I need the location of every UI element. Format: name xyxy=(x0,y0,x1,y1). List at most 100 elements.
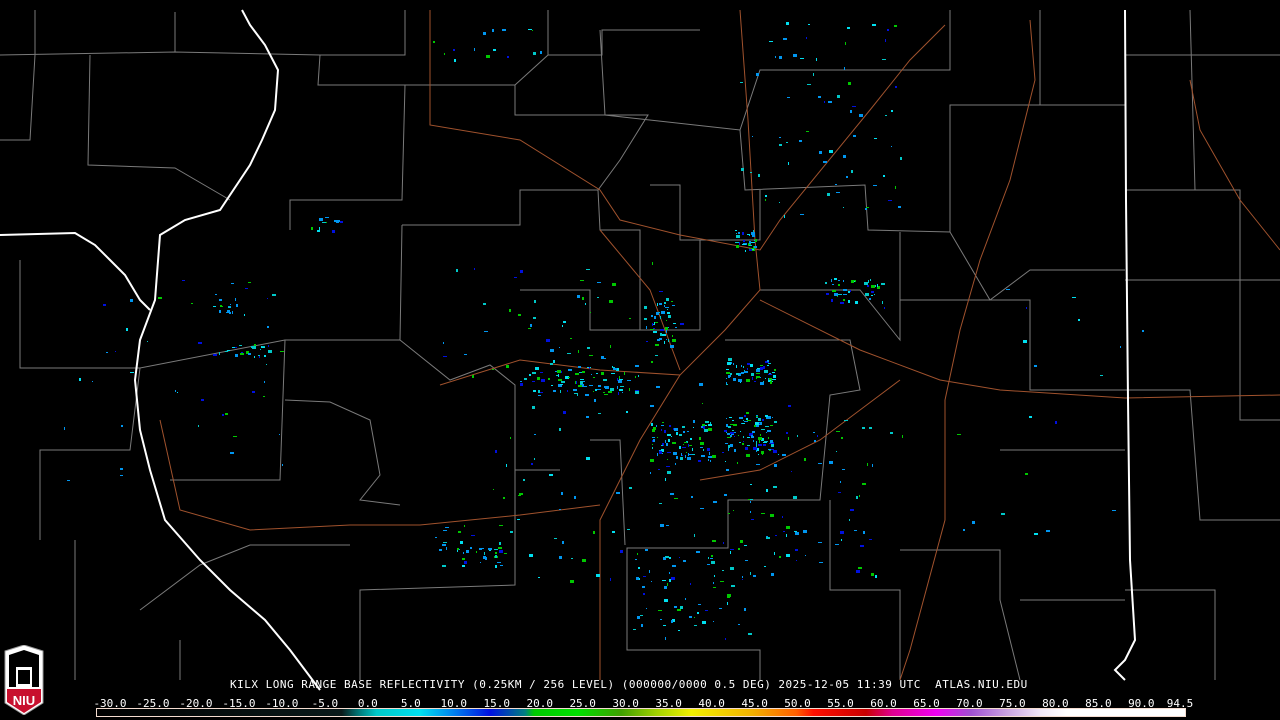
echo-pixel xyxy=(568,369,572,371)
echo-pixel xyxy=(267,326,269,328)
echo-pixel xyxy=(668,339,669,342)
echo-pixel xyxy=(885,115,887,116)
echo-pixel xyxy=(665,327,668,330)
echo-pixel xyxy=(494,549,498,550)
echo-pixel xyxy=(657,303,658,306)
echo-pixel xyxy=(883,175,885,177)
echo-pixel xyxy=(106,352,108,353)
echo-pixel xyxy=(660,316,661,319)
echo-pixel xyxy=(761,429,765,430)
echo-pixel xyxy=(480,562,481,563)
echo-pixel xyxy=(664,599,668,602)
echo-pixel xyxy=(761,438,764,441)
echo-pixel xyxy=(727,433,730,435)
echo-pixel xyxy=(743,420,744,421)
echo-pixel xyxy=(722,452,724,453)
echo-pixel xyxy=(747,420,751,421)
echo-pixel xyxy=(738,548,740,550)
echo-pixel xyxy=(663,625,666,626)
echo-pixel xyxy=(610,388,614,391)
echo-pixel xyxy=(782,516,783,518)
echo-pixel xyxy=(248,353,251,355)
echo-pixel xyxy=(484,331,488,332)
echo-pixel xyxy=(793,496,797,499)
echo-pixel xyxy=(870,279,871,281)
echo-pixel xyxy=(749,433,753,436)
echo-pixel xyxy=(639,578,640,580)
echo-pixel xyxy=(593,531,595,534)
echo-pixel xyxy=(228,307,231,308)
echo-pixel xyxy=(554,538,557,539)
echo-pixel xyxy=(767,416,771,419)
echo-pixel xyxy=(495,552,497,554)
echo-pixel xyxy=(813,73,814,76)
echo-pixel xyxy=(586,269,590,270)
echo-pixel xyxy=(1001,513,1005,515)
echo-pixel xyxy=(737,462,738,464)
echo-pixel xyxy=(732,430,734,431)
echo-pixel xyxy=(788,162,789,165)
echo-pixel xyxy=(674,428,678,431)
echo-pixel xyxy=(605,386,609,389)
echo-pixel xyxy=(264,355,266,357)
echo-pixel xyxy=(699,383,703,386)
echo-pixel xyxy=(887,29,889,31)
echo-pixel xyxy=(862,427,865,429)
echo-pixel xyxy=(703,426,705,429)
echo-pixel xyxy=(763,444,766,446)
echo-pixel xyxy=(740,382,741,383)
echo-pixel xyxy=(612,531,615,533)
highways xyxy=(159,9,1280,681)
echo-pixel xyxy=(842,469,845,470)
echo-pixel xyxy=(616,368,619,371)
echo-pixel xyxy=(589,367,590,369)
echo-pixel xyxy=(726,384,728,385)
echo-pixel xyxy=(743,441,744,442)
echo-pixel xyxy=(818,96,821,98)
echo-pixel xyxy=(836,431,840,432)
echo-pixel xyxy=(1072,297,1076,298)
echo-pixel xyxy=(786,526,790,529)
echo-pixel xyxy=(517,519,520,520)
echo-pixel xyxy=(538,390,540,393)
echo-pixel xyxy=(768,437,769,439)
echo-pixel xyxy=(796,560,797,561)
echo-pixel xyxy=(740,82,743,83)
legend-labels: -30.0 -25.0 -20.0 -15.0 -10.0 -5.0 0.0 5.0 10.0 1… xyxy=(93,697,1196,710)
echo-pixel xyxy=(535,367,539,370)
echo-pixel xyxy=(565,376,569,379)
echo-pixel xyxy=(610,578,611,581)
echo-pixel xyxy=(751,373,754,376)
echo-pixel xyxy=(701,456,705,457)
echo-pixel xyxy=(700,442,704,445)
echo-pixel xyxy=(693,420,695,423)
echo-pixel xyxy=(763,442,767,443)
echo-pixel xyxy=(797,435,798,437)
echo-pixel xyxy=(760,367,763,370)
echo-pixel xyxy=(495,565,497,568)
echo-pixel xyxy=(472,375,474,378)
echo-pixel xyxy=(891,146,892,147)
echo-pixel xyxy=(646,341,648,342)
echo-pixel xyxy=(251,346,254,348)
legend-label: -5.0 xyxy=(311,697,339,710)
echo-pixel xyxy=(601,356,604,359)
echo-pixel xyxy=(723,542,724,544)
echo-pixel xyxy=(103,304,106,306)
echo-pixel xyxy=(754,240,755,241)
echo-pixel xyxy=(746,454,750,457)
echo-pixel xyxy=(762,452,763,455)
echo-pixel xyxy=(533,317,536,319)
echo-pixel xyxy=(585,394,589,396)
echo-pixel xyxy=(744,421,748,422)
echo-pixel xyxy=(596,574,600,577)
echo-pixel xyxy=(710,460,711,462)
echo-pixel xyxy=(705,425,707,426)
echo-pixel xyxy=(233,436,237,437)
echo-pixel xyxy=(772,381,773,382)
echo-pixel xyxy=(443,342,444,344)
echo-pixel xyxy=(334,220,338,222)
echo-pixel xyxy=(664,430,666,433)
echo-pixel xyxy=(443,530,447,531)
echo-pixel xyxy=(700,447,703,448)
